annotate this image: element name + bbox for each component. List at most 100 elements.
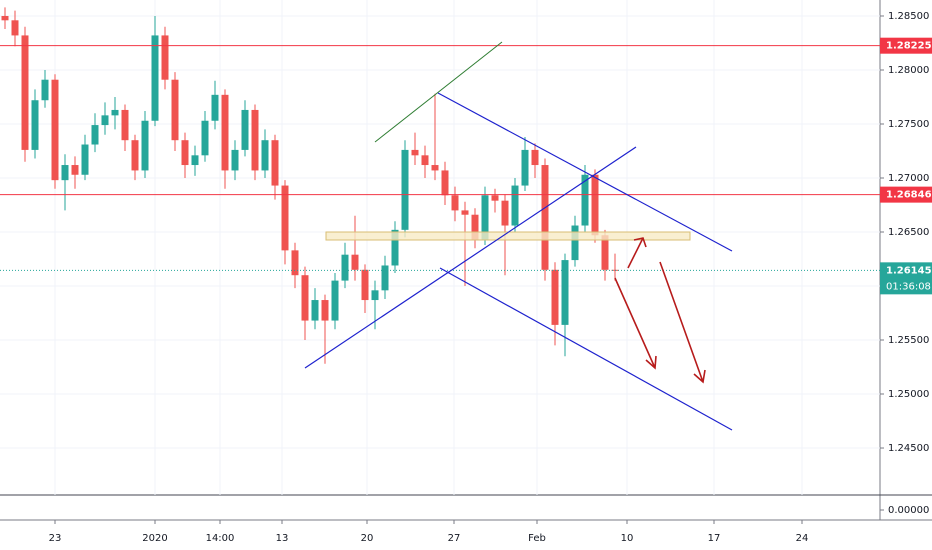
candle-body	[381, 265, 389, 291]
candle-body	[321, 300, 329, 321]
candle-body	[341, 254, 349, 281]
x-tick-label: 2020	[142, 533, 167, 544]
price-label-box	[880, 186, 932, 203]
candle-body	[171, 79, 179, 141]
candle-body	[281, 185, 289, 251]
candle-body	[91, 125, 99, 145]
trend-line	[437, 92, 733, 252]
candle-body	[51, 79, 59, 181]
candle-body	[511, 185, 519, 226]
candle-body	[131, 140, 139, 171]
price-label: 1.28225	[886, 41, 932, 52]
x-tick-label: 10	[621, 533, 634, 544]
x-tick-label: 27	[448, 533, 461, 544]
candle-body	[271, 140, 279, 186]
candle-body	[491, 195, 499, 201]
candle-body	[351, 254, 359, 270]
y-tick-label: 1.28500	[888, 11, 929, 22]
candle-body	[301, 275, 309, 321]
y-tick-label: 1.25000	[888, 389, 929, 400]
candle-body	[361, 269, 369, 301]
candle-body	[431, 165, 439, 171]
price-label-box	[880, 262, 932, 295]
candle-body	[561, 260, 569, 325]
candle-body	[591, 174, 599, 236]
x-tick-label: 14:00	[206, 533, 235, 544]
candle-body	[291, 250, 299, 276]
candle-body	[481, 195, 489, 240]
axis: 1.285001.280001.275001.270001.265001.260…	[49, 11, 932, 544]
countdown: 01:36:08	[886, 281, 931, 292]
candle-body	[241, 109, 249, 150]
candle-body	[541, 165, 549, 270]
candle-body	[461, 210, 469, 215]
arrow	[627, 237, 647, 269]
candle-body	[411, 149, 419, 156]
candle-body	[141, 120, 149, 171]
candle-body	[211, 94, 219, 121]
candle-body	[371, 290, 379, 301]
x-tick-label: 20	[361, 533, 374, 544]
candle-body	[81, 144, 89, 175]
candle-body	[231, 149, 239, 171]
candle-body	[101, 115, 109, 126]
candle-body	[151, 35, 159, 121]
candle-body	[311, 300, 319, 321]
trend-line	[374, 41, 503, 143]
candle-body	[571, 225, 579, 261]
candle-body	[501, 200, 509, 226]
candle-body	[71, 165, 79, 175]
candle-body	[31, 100, 39, 150]
y-tick-label: 1.27000	[888, 173, 929, 184]
trend-line	[439, 267, 733, 431]
candle-body	[11, 20, 19, 36]
y-tick-label: 0.00000	[888, 505, 929, 516]
candle-body	[1, 15, 9, 21]
candle-body	[531, 149, 539, 166]
candle-body	[121, 109, 129, 141]
candle-body	[251, 109, 259, 171]
zone	[325, 231, 691, 241]
candle-body	[191, 155, 199, 166]
candle-body	[471, 214, 479, 240]
price-label: 1.26846	[886, 190, 932, 201]
y-tick-label: 1.26500	[888, 227, 929, 238]
y-tick-label: 1.24500	[888, 443, 929, 454]
candle-body	[551, 269, 559, 325]
candle-body	[221, 94, 229, 171]
candle-body	[21, 35, 29, 150]
candle-body	[181, 140, 189, 166]
candle-body	[201, 120, 209, 156]
x-tick-label: 23	[49, 533, 62, 544]
candle-body	[261, 140, 269, 171]
drawings	[304, 41, 733, 431]
x-tick-label: 17	[708, 533, 721, 544]
candle-body	[601, 235, 609, 270]
x-tick-label: 24	[796, 533, 809, 544]
candle-body	[161, 35, 169, 80]
y-tick-label: 1.27500	[888, 119, 929, 130]
price-label: 1.26145	[886, 265, 932, 276]
trend-line	[304, 146, 637, 369]
price-label-box	[880, 37, 932, 54]
candle-body	[581, 174, 589, 226]
x-tick-label: 13	[276, 533, 289, 544]
candle-body	[421, 155, 429, 166]
candle-body	[401, 149, 409, 230]
arrow	[614, 277, 657, 370]
candle-body	[331, 280, 339, 321]
candle-body	[441, 170, 449, 196]
candle-body	[521, 149, 529, 186]
candle-body	[111, 109, 119, 116]
x-tick-label: Feb	[528, 533, 546, 544]
plot	[0, 0, 880, 495]
candle-body	[451, 195, 459, 211]
candle-body	[41, 79, 49, 101]
arrow	[659, 261, 706, 384]
y-tick-label: 1.28000	[888, 65, 929, 76]
y-tick-label: 1.25500	[888, 335, 929, 346]
candle-body	[391, 229, 399, 266]
candle-body	[61, 165, 69, 181]
